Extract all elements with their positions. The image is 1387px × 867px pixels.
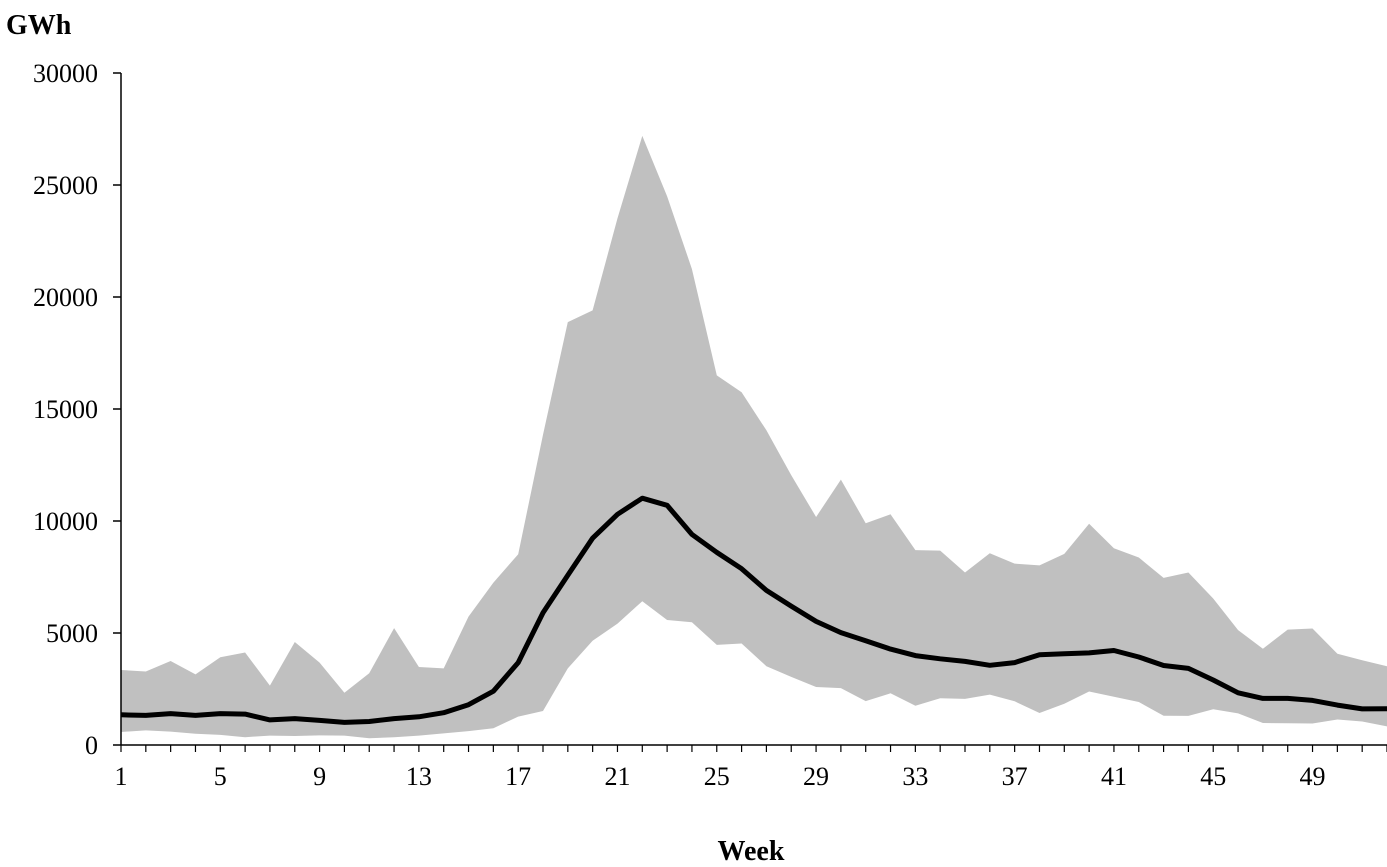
y-tick-label: 5000 <box>46 619 98 648</box>
x-axis-title: Week <box>718 836 785 867</box>
y-tick-label: 0 <box>85 731 98 760</box>
y-tick-label: 25000 <box>33 171 98 200</box>
x-tick-label: 21 <box>604 762 630 791</box>
x-tick-label: 41 <box>1101 762 1127 791</box>
x-tick-label: 9 <box>313 762 326 791</box>
x-tick-label: 1 <box>115 762 128 791</box>
x-tick-label: 25 <box>704 762 730 791</box>
y-axis-title: GWh <box>6 10 72 41</box>
x-tick-label: 5 <box>214 762 227 791</box>
x-tick-label: 33 <box>902 762 928 791</box>
x-tick-label: 37 <box>1002 762 1028 791</box>
y-tick-label: 15000 <box>33 395 98 424</box>
mean-line <box>120 495 1387 725</box>
y-tick-label: 10000 <box>33 507 98 536</box>
x-tick-label: 49 <box>1300 762 1326 791</box>
axes: 0 5000 10000 15000 20000 25000 30000 1 5 9 13 17 21… <box>33 59 1387 791</box>
x-tick-label: 13 <box>406 762 432 791</box>
x-tick-label: 17 <box>505 762 531 791</box>
x-ticks: 1 5 9 13 17 21 25 29 33 37 41 45 49 <box>115 745 1387 791</box>
range-band <box>121 135 1387 739</box>
y-ticks: 0 5000 10000 15000 20000 25000 30000 <box>33 59 121 760</box>
y-tick-label: 30000 <box>33 59 98 88</box>
x-tick-label: 45 <box>1200 762 1226 791</box>
x-tick-label: 29 <box>803 762 829 791</box>
y-tick-label: 20000 <box>33 283 98 312</box>
